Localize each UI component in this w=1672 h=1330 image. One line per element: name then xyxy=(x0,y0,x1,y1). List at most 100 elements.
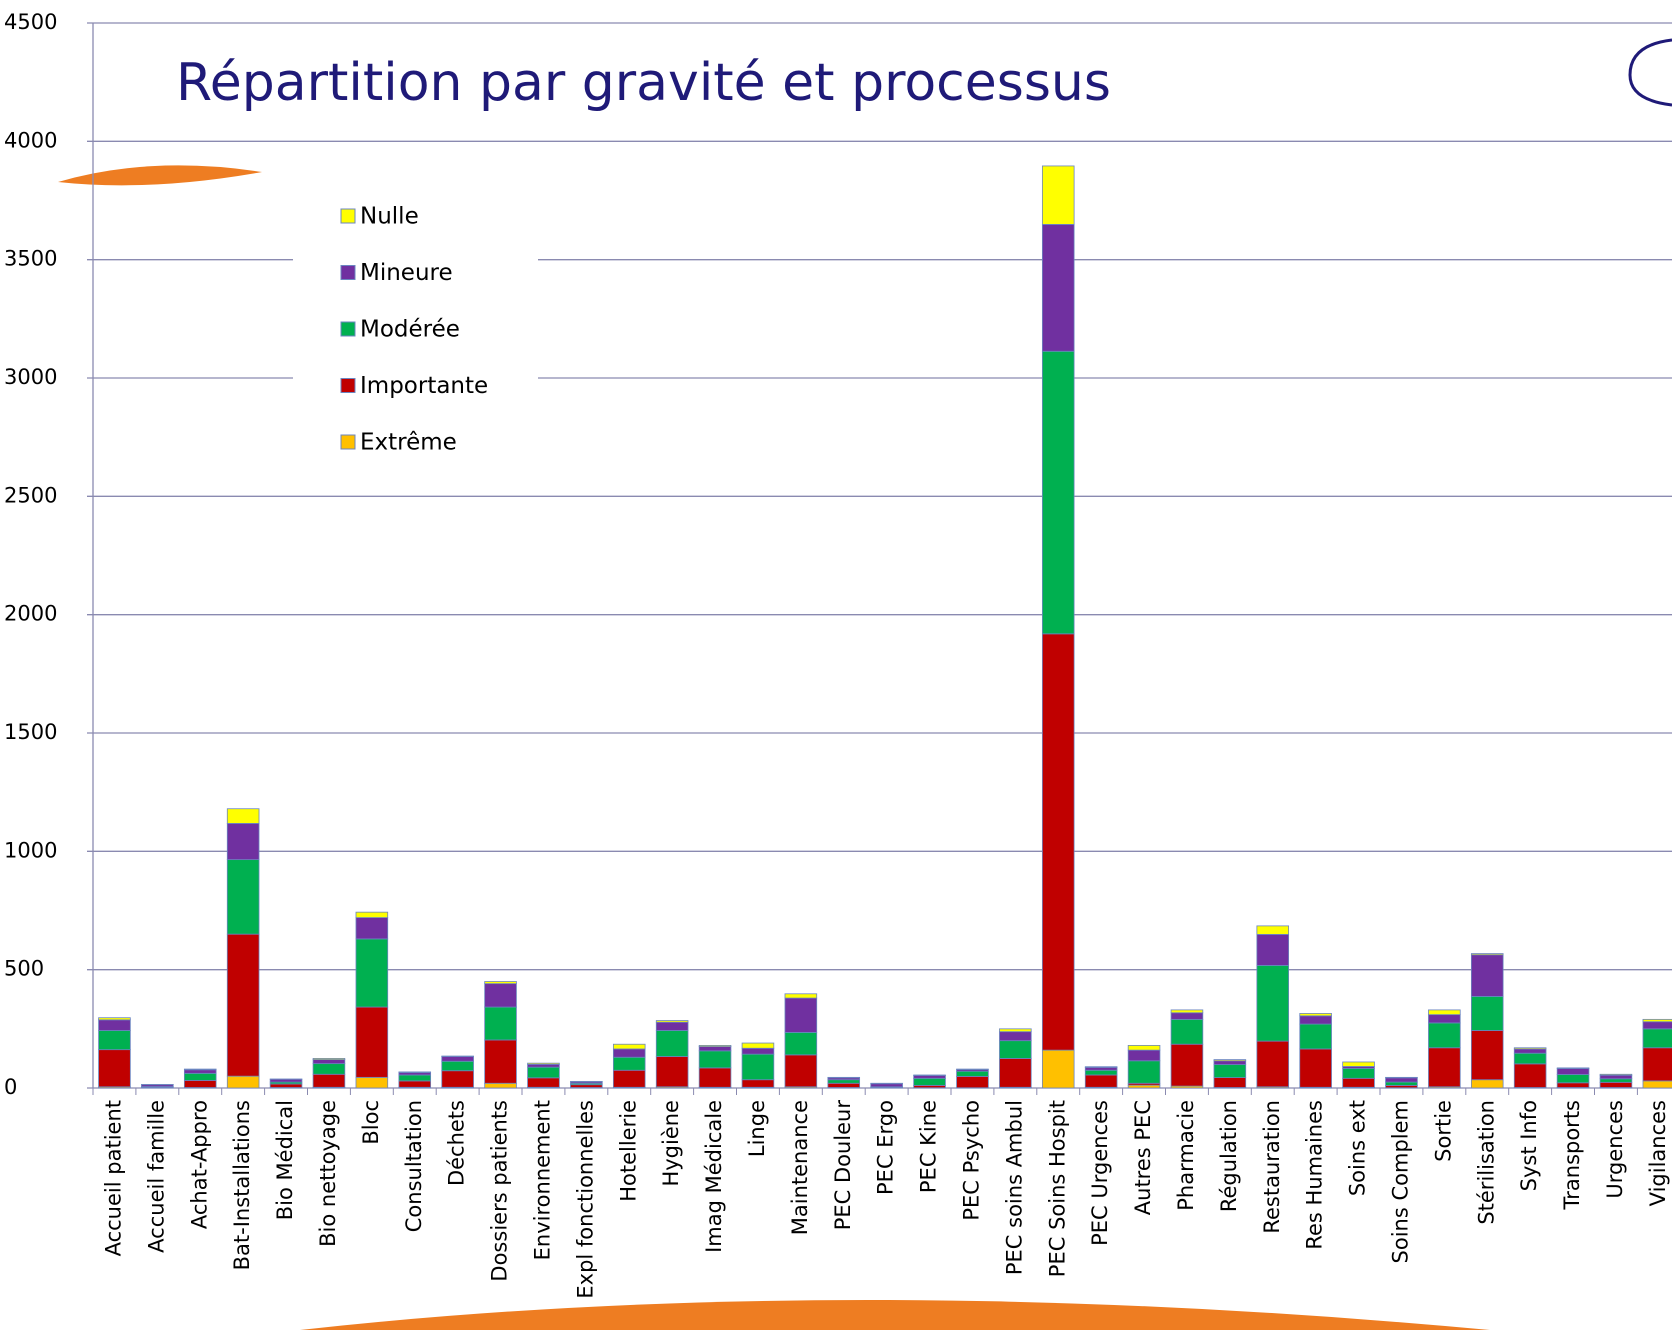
x-tick-label: Sortie xyxy=(1431,1100,1455,1162)
bar-segment xyxy=(269,1078,303,1083)
x-tick-label: Imag Médicale xyxy=(702,1100,726,1253)
bar-segment xyxy=(312,1063,346,1075)
x-tick-label: Bio nettoyage xyxy=(316,1100,340,1247)
bar-segment xyxy=(1084,1069,1118,1076)
x-tick-label: Achat-Appro xyxy=(187,1100,211,1229)
bar-segment xyxy=(698,1046,732,1052)
bar-segment xyxy=(827,1079,861,1084)
x-tick-label: PEC Psycho xyxy=(959,1100,983,1221)
bar-segment xyxy=(1213,1060,1247,1065)
chart-title: Répartition par gravité et processus xyxy=(176,53,1111,113)
bar-segment xyxy=(1513,1048,1547,1054)
bar-segment xyxy=(999,1058,1032,1088)
bar-segment xyxy=(1041,1049,1075,1089)
bar-segment xyxy=(98,1049,131,1088)
bar-segment xyxy=(484,1082,517,1089)
bar-segment xyxy=(226,933,260,1077)
x-tick-label: Déchets xyxy=(445,1100,469,1186)
bar-segment xyxy=(355,917,389,940)
bar-segment xyxy=(1213,1059,1247,1062)
bar-segment xyxy=(1084,1066,1118,1068)
bar-segment xyxy=(655,1056,689,1088)
bar-segment xyxy=(527,1066,560,1079)
x-tick-label: Environnement xyxy=(530,1100,554,1260)
legend-swatch xyxy=(340,265,356,280)
bar-segment xyxy=(1127,1060,1161,1084)
bar-segment xyxy=(1642,1028,1672,1049)
bar-segment xyxy=(1599,1074,1633,1080)
bar-segment xyxy=(1041,165,1075,225)
x-tick-label: Expl fonctionnelles xyxy=(573,1100,597,1299)
bar-segment xyxy=(355,911,389,919)
bar-segment xyxy=(612,1069,646,1088)
bar-segment xyxy=(1556,1068,1590,1075)
legend-label: Extrême xyxy=(360,430,457,456)
bar-segment xyxy=(1470,1079,1504,1089)
bar-segment xyxy=(1170,1043,1204,1087)
bar-segment xyxy=(1556,1082,1590,1088)
bar-segment xyxy=(226,808,260,824)
bar-segment xyxy=(1342,1077,1375,1088)
bar-segment xyxy=(226,859,260,935)
decoration xyxy=(58,165,262,186)
bar-segment xyxy=(698,1050,732,1069)
bar-segment xyxy=(1127,1045,1161,1051)
bar-segment xyxy=(1170,1009,1204,1014)
bar-segment xyxy=(398,1074,432,1082)
x-tick-label: Transports xyxy=(1560,1100,1584,1210)
bar-segment xyxy=(1599,1081,1633,1088)
x-tick-label: PEC Kine xyxy=(917,1100,941,1193)
bar-segment xyxy=(226,823,260,861)
bar-segment xyxy=(1213,1077,1247,1088)
x-tick-label: Hotellerie xyxy=(616,1100,640,1202)
legend-label: Modérée xyxy=(360,317,460,343)
bar-segment xyxy=(1385,1081,1418,1086)
bar-segment xyxy=(398,1071,432,1074)
bar-segment xyxy=(1428,1047,1461,1088)
legend-swatch xyxy=(340,321,356,337)
bar-segment xyxy=(1084,1067,1118,1071)
bar-segment xyxy=(1556,1074,1590,1084)
legend-label: Importante xyxy=(360,373,488,399)
x-tick-label: PEC Ergo xyxy=(874,1100,898,1195)
bar-segment xyxy=(1256,934,1290,966)
bar-segment xyxy=(1127,1049,1161,1062)
bar-segment xyxy=(1599,1073,1633,1076)
x-tick-label: Res Humaines xyxy=(1303,1100,1327,1250)
bar-segment xyxy=(1170,1012,1204,1020)
legend-label: Nulle xyxy=(360,204,419,230)
bar-segment xyxy=(1127,1084,1161,1089)
bar-segment xyxy=(1041,633,1075,1051)
x-tick-label: Accueil famille xyxy=(144,1100,168,1253)
bar-segment xyxy=(98,1030,131,1051)
x-tick-label: Consultation xyxy=(402,1100,426,1232)
bar-segment xyxy=(741,1053,775,1081)
legend-label: Mineure xyxy=(360,260,453,286)
x-tick-label: Bio Médical xyxy=(273,1100,297,1220)
bar-segment xyxy=(570,1084,603,1088)
bar-segment xyxy=(269,1083,303,1088)
legend-swatch xyxy=(340,434,356,450)
bar-segment xyxy=(183,1068,217,1071)
bar-segment xyxy=(527,1063,560,1068)
y-tick-label: 3500 xyxy=(4,247,57,271)
bar-segment xyxy=(98,1017,131,1021)
bar-segment xyxy=(1256,1040,1290,1088)
bar-segment xyxy=(913,1075,946,1079)
bar-segment xyxy=(398,1080,432,1088)
bar-segment xyxy=(999,1028,1032,1033)
y-tick-label: 3000 xyxy=(4,365,57,389)
x-tick-label: Syst Info xyxy=(1517,1100,1541,1191)
bar-segment xyxy=(999,1031,1032,1042)
y-tick-label: 4500 xyxy=(4,10,57,34)
bar-segment xyxy=(784,993,818,999)
x-tick-label: Autres PEC xyxy=(1131,1100,1155,1215)
bar-segment xyxy=(183,1069,217,1074)
bar-segment xyxy=(1299,1023,1332,1050)
bar-segment xyxy=(1599,1078,1633,1083)
bar-segment xyxy=(312,1073,346,1088)
bar-segment xyxy=(827,1082,861,1088)
y-tick-label: 0 xyxy=(4,1075,17,1099)
bar-segment xyxy=(1041,224,1075,352)
